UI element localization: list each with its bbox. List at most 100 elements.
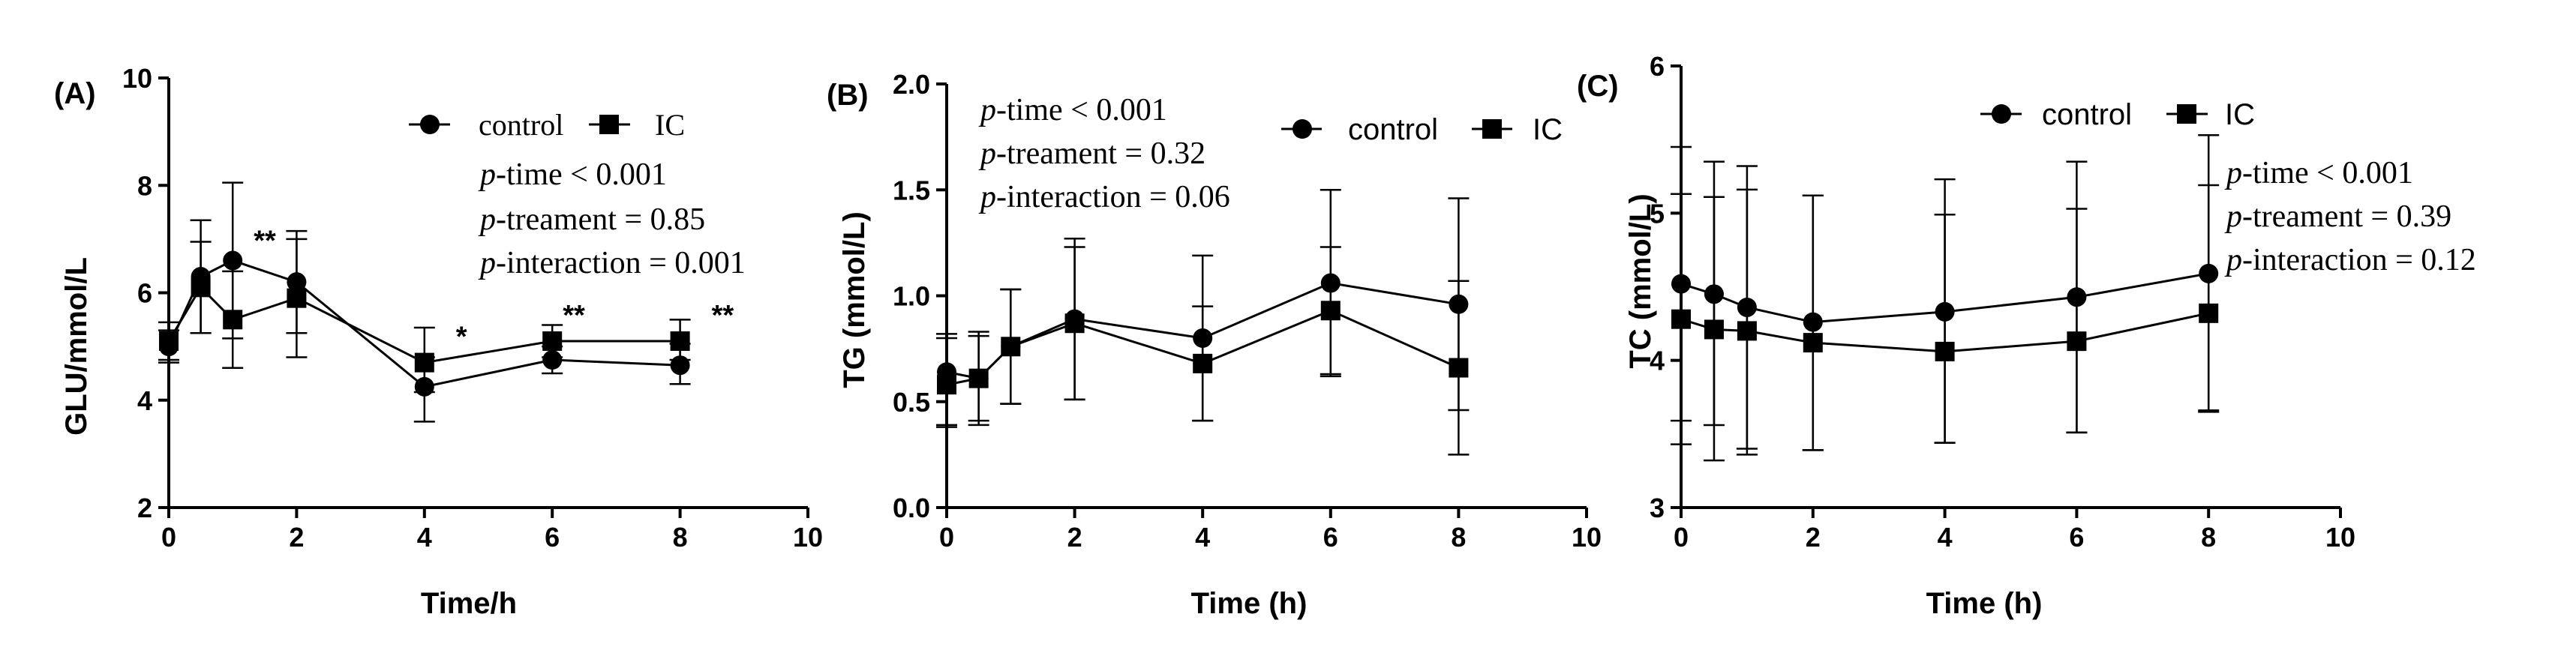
data-point	[937, 375, 956, 395]
data-point	[1935, 341, 1955, 361]
stat-p-time: p-time < 0.001	[978, 93, 1167, 127]
significance-marker: **	[254, 226, 276, 257]
series-ic	[158, 238, 691, 394]
stat-p-symbol: p	[478, 246, 496, 280]
data-point	[2067, 331, 2087, 352]
data-point	[1704, 319, 1724, 340]
legend-ic-marker	[1482, 119, 1502, 139]
y-tick-label: 3	[1650, 493, 1665, 523]
stat-p-treament-text: -treament = 0.39	[2242, 199, 2451, 234]
significance-marker: **	[712, 300, 734, 331]
series-ic	[936, 246, 1470, 456]
y-tick-label: 6	[1650, 51, 1665, 82]
y-tick-label: 10	[122, 63, 152, 94]
stat-p-symbol: p	[2224, 156, 2242, 190]
stat-p-symbol: p	[978, 180, 996, 214]
data-point	[1803, 333, 1823, 353]
legend: control IC	[1281, 113, 1563, 146]
stat-p-interaction: p-interaction = 0.06	[978, 180, 1230, 214]
data-point	[1671, 309, 1691, 329]
x-tick-label: 2	[289, 522, 304, 553]
stat-p-interaction-text: -interaction = 0.12	[2242, 243, 2476, 277]
stat-p-interaction: p-interaction = 0.12	[2224, 243, 2476, 277]
x-tick-label: 6	[545, 522, 560, 553]
significance-marker: **	[563, 300, 585, 331]
y-tick-label: 4	[1650, 346, 1665, 376]
data-point	[287, 288, 307, 308]
legend-control-label: control	[2042, 98, 2132, 131]
y-tick-label: 5	[1650, 198, 1665, 229]
plot-area: 0 2 4 6 8 10 0.0 0.5 1.0 1.5 2.0	[893, 69, 1602, 553]
data-point	[1737, 321, 1757, 341]
x-tick-label: 8	[673, 522, 688, 553]
stat-p-treament: p-treament = 0.39	[2224, 199, 2451, 234]
stats-block: p-time < 0.001 p-treament = 0.39 p-inter…	[2224, 156, 2476, 277]
stat-p-interaction: p-interaction = 0.001	[478, 246, 746, 280]
plot-area: 0 2 4 6 8 10 3 4 5 6	[1650, 51, 2355, 553]
y-tick-label: 2	[137, 493, 152, 523]
data-point	[223, 250, 243, 271]
panel-label: (A)	[54, 77, 96, 110]
legend-control-label: control	[1348, 113, 1438, 146]
y-tick-label: 1.0	[893, 281, 930, 312]
x-axis-label: Time (h)	[1926, 587, 2043, 620]
legend-control-marker	[1992, 104, 2011, 124]
x-tick-label: 0	[161, 522, 176, 553]
data-point	[968, 368, 989, 388]
panel-label: (B)	[827, 79, 869, 112]
data-point	[542, 350, 563, 370]
legend-control-marker	[1293, 119, 1312, 139]
y-tick-label: 2.0	[893, 69, 930, 100]
series-ic	[1671, 184, 2220, 451]
x-tick-label: 2	[1067, 522, 1082, 553]
data-point	[2199, 303, 2219, 323]
panel-label: (C)	[1577, 70, 1619, 103]
stat-p-treament: p-treament = 0.85	[478, 202, 705, 237]
y-axis-label: TG (mmol/L)	[838, 211, 871, 388]
x-tick-label: 4	[417, 522, 432, 553]
data-point	[1193, 353, 1213, 373]
stat-p-treament-text: -treament = 0.32	[996, 136, 1205, 171]
legend-ic-marker	[2177, 104, 2196, 124]
x-tick-label: 10	[1572, 522, 1602, 553]
legend: control IC	[409, 108, 685, 142]
x-tick-label: 6	[2069, 522, 2084, 553]
panel-b: (B) TG (mmol/L) Time (h) p-time < 0.001 …	[827, 69, 1602, 620]
stat-p-interaction-text: -interaction = 0.06	[996, 180, 1230, 214]
stat-p-time-text: -time < 0.001	[496, 157, 667, 192]
stat-p-time: p-time < 0.001	[2224, 156, 2413, 190]
data-point	[414, 352, 434, 373]
x-tick-label: 10	[793, 522, 823, 553]
y-tick-label: 0.5	[893, 387, 930, 418]
y-axis-label: GLU/mmol/L	[60, 257, 93, 436]
x-tick-label: 8	[2201, 522, 2216, 553]
stat-p-symbol: p	[978, 93, 996, 127]
stat-p-time-text: -time < 0.001	[2242, 156, 2413, 190]
x-tick-label: 10	[2325, 522, 2355, 553]
x-axis-label: Time (h)	[1191, 587, 1308, 620]
x-axis-label: Time/h	[421, 587, 517, 620]
legend-ic-label: IC	[1533, 113, 1563, 146]
data-point	[670, 331, 690, 351]
stats-block: p-time < 0.001 p-treament = 0.85 p-inter…	[478, 157, 746, 280]
stats-block: p-time < 0.001 p-treament = 0.32 p-inter…	[978, 93, 1230, 214]
y-tick-label: 6	[137, 278, 152, 309]
stat-p-time-text: -time < 0.001	[996, 93, 1167, 127]
data-point	[1001, 337, 1021, 357]
panel-c: (C) TC (mmol/L) Time (h) control IC p-ti…	[1577, 51, 2476, 620]
stat-p-symbol: p	[2224, 199, 2242, 234]
x-tick-label: 4	[1938, 522, 1953, 553]
stat-p-symbol: p	[978, 136, 996, 171]
stat-p-symbol: p	[478, 157, 496, 192]
data-point	[1449, 358, 1469, 378]
legend-ic-marker	[599, 115, 619, 134]
data-point	[1320, 301, 1341, 321]
x-tick-label: 0	[1674, 522, 1689, 553]
significance-marker: *	[456, 322, 467, 353]
stat-p-symbol: p	[478, 202, 496, 237]
x-tick-label: 8	[1451, 522, 1466, 553]
stat-p-time: p-time < 0.001	[478, 157, 667, 192]
stat-p-treament: p-treament = 0.32	[978, 136, 1205, 171]
